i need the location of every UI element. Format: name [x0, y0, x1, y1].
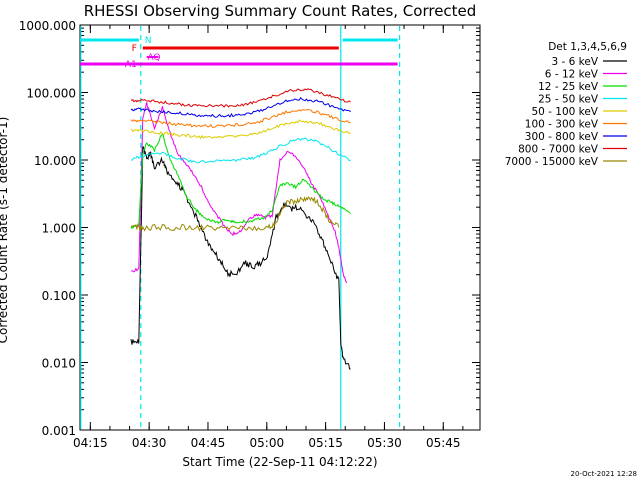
chart-title: RHESSI Observing Summary Count Rates, Co… [84, 2, 477, 20]
x-tick-label: 05:45 [426, 436, 461, 450]
y-tick-label: 1.000 [42, 222, 76, 236]
legend-label: 800 - 7000 keV [518, 144, 599, 156]
y-axis-label: Corrected Count Rate (s-1 detector-1) [0, 117, 10, 344]
y-tick-label: 0.100 [42, 289, 76, 303]
y-tick-label: 0.001 [42, 424, 76, 438]
y-tick-label: 1000.000 [19, 19, 76, 33]
series-line-4 [130, 119, 351, 140]
legend-label: 300 - 800 keV [525, 131, 599, 143]
series-line-3 [130, 137, 351, 164]
legend-label: 6 - 12 keV [545, 69, 599, 81]
series-line-1 [131, 102, 348, 284]
y-tick-label: 0.010 [42, 357, 76, 371]
legend-label: 100 - 300 keV [525, 119, 599, 131]
series-line-0 [130, 146, 351, 370]
flag-label-a1: A1 [125, 60, 137, 70]
legend-label: 12 - 25 keV [538, 81, 599, 93]
flag-label-aq: AQ [147, 53, 160, 63]
x-tick-label: 05:00 [250, 436, 285, 450]
legend-label: 25 - 50 keV [538, 94, 599, 106]
legend-title: Det 1,3,4,5,6,9 [548, 41, 627, 53]
x-tick-label: 05:15 [308, 436, 343, 450]
series-line-8 [130, 196, 340, 232]
x-tick-label: 04:45 [191, 436, 226, 450]
series-line-6 [130, 97, 351, 118]
legend-label: 50 - 100 keV [531, 106, 598, 118]
y-tick-label: 100.000 [26, 87, 76, 101]
flag-label-f: F [132, 44, 137, 54]
x-tick-label: 05:30 [367, 436, 402, 450]
x-tick-label: 04:30 [132, 436, 167, 450]
series-line-7 [130, 88, 351, 108]
series-line-2 [130, 132, 351, 229]
flag-label-n: N [145, 36, 152, 46]
legend-label: 7000 - 15000 keV [505, 156, 599, 168]
date-stamp: 20-Oct-2021 12:28 [571, 470, 637, 478]
y-tick-label: 10.000 [34, 154, 76, 168]
x-axis-label: Start Time (22-Sep-11 04:12:22) [182, 455, 377, 469]
x-tick-label: 04:15 [73, 436, 108, 450]
series-line-5 [130, 108, 351, 128]
legend-label: 3 - 6 keV [551, 56, 598, 68]
